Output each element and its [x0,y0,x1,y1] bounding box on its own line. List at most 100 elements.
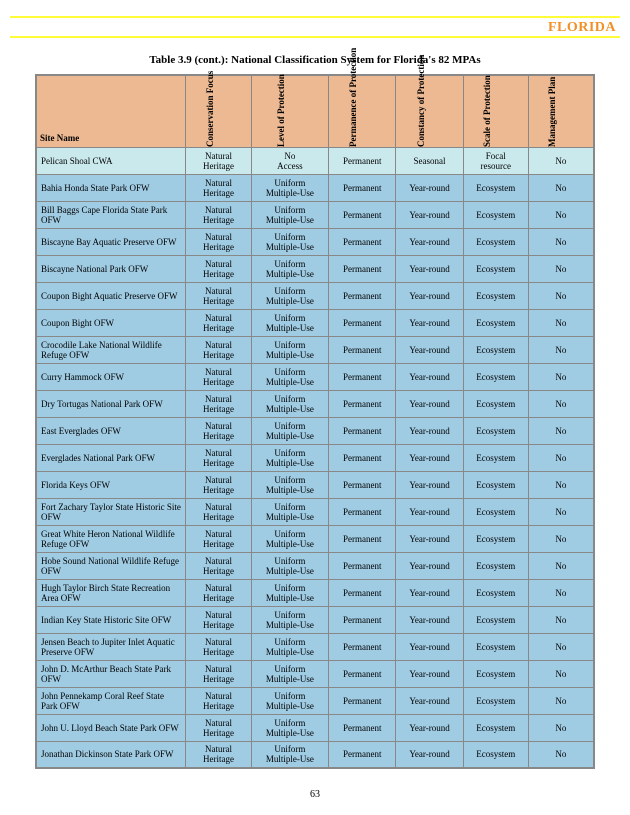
table-cell: Fort Zachary Taylor State Historic Site … [36,498,186,525]
table-row: Hobe Sound National Wildlife Refuge OFWN… [36,552,594,579]
table-cell: NaturalHeritage [186,498,251,525]
table-row: Curry Hammock OFWNaturalHeritageUniformM… [36,363,594,390]
table-row: Biscayne National Park OFWNaturalHeritag… [36,255,594,282]
column-header: Level of Protection [251,75,329,147]
table-cell: UniformMultiple-Use [251,390,329,417]
table-cell: Hobe Sound National Wildlife Refuge OFW [36,552,186,579]
table-cell: Permanent [329,147,396,174]
table-row: Coupon Bight Aquatic Preserve OFWNatural… [36,282,594,309]
table-cell: NaturalHeritage [186,147,251,174]
table-cell: John D. McArthur Beach State Park OFW [36,660,186,687]
table-cell: Permanent [329,417,396,444]
table-row: East Everglades OFWNaturalHeritageUnifor… [36,417,594,444]
table-cell: No [528,417,594,444]
table-row: Bahia Honda State Park OFWNaturalHeritag… [36,174,594,201]
table-cell: NaturalHeritage [186,228,251,255]
table-cell: Ecosystem [463,633,528,660]
table-cell: UniformMultiple-Use [251,363,329,390]
table-cell: Permanent [329,606,396,633]
table-cell: NaturalHeritage [186,741,251,768]
table-row: Jonathan Dickinson State Park OFWNatural… [36,741,594,768]
table-cell: No [528,282,594,309]
table-cell: Year-round [396,255,463,282]
table-cell: UniformMultiple-Use [251,552,329,579]
table-cell: No [528,390,594,417]
table-cell: UniformMultiple-Use [251,309,329,336]
table-cell: Ecosystem [463,714,528,741]
table-row: Great White Heron National Wildlife Refu… [36,525,594,552]
table-cell: NaturalHeritage [186,282,251,309]
table-cell: Year-round [396,606,463,633]
table-cell: Year-round [396,417,463,444]
table-cell: Ecosystem [463,201,528,228]
table-cell: Year-round [396,174,463,201]
table-cell: Crocodile Lake National Wildlife Refuge … [36,336,186,363]
table-cell: UniformMultiple-Use [251,282,329,309]
table-cell: Permanent [329,174,396,201]
table-cell: Permanent [329,363,396,390]
table-cell: NaturalHeritage [186,174,251,201]
table-cell: No [528,552,594,579]
table-cell: Year-round [396,525,463,552]
table-cell: Permanent [329,741,396,768]
column-header: Permanence of Protection [329,75,396,147]
table-cell: Permanent [329,714,396,741]
table-row: Jensen Beach to Jupiter Inlet Aquatic Pr… [36,633,594,660]
table-container: Site NameConservation FocusLevel of Prot… [35,74,595,769]
table-cell: Ecosystem [463,660,528,687]
table-cell: Year-round [396,390,463,417]
table-cell: Ecosystem [463,174,528,201]
table-cell: No [528,228,594,255]
table-cell: NaturalHeritage [186,687,251,714]
table-cell: East Everglades OFW [36,417,186,444]
table-cell: NaturalHeritage [186,444,251,471]
mpa-table: Site NameConservation FocusLevel of Prot… [35,74,595,769]
table-cell: UniformMultiple-Use [251,687,329,714]
table-cell: UniformMultiple-Use [251,471,329,498]
table-cell: UniformMultiple-Use [251,444,329,471]
table-cell: UniformMultiple-Use [251,606,329,633]
table-cell: Seasonal [396,147,463,174]
page-header: FLORIDA [10,16,620,40]
table-cell: NaturalHeritage [186,417,251,444]
table-cell: Pelican Shoal CWA [36,147,186,174]
table-cell: Permanent [329,336,396,363]
table-cell: NaturalHeritage [186,660,251,687]
table-cell: UniformMultiple-Use [251,579,329,606]
table-cell: Permanent [329,660,396,687]
table-cell: Ecosystem [463,579,528,606]
table-cell: Permanent [329,498,396,525]
table-cell: NaturalHeritage [186,552,251,579]
table-cell: Year-round [396,363,463,390]
table-cell: Florida Keys OFW [36,471,186,498]
table-cell: Jonathan Dickinson State Park OFW [36,741,186,768]
table-cell: No [528,687,594,714]
table-cell: Hugh Taylor Birch State Recreation Area … [36,579,186,606]
table-cell: Permanent [329,471,396,498]
column-header: Constancy of Protection [396,75,463,147]
table-cell: Permanent [329,309,396,336]
rule-line [10,36,620,38]
table-cell: Year-round [396,741,463,768]
table-cell: Permanent [329,228,396,255]
table-cell: Year-round [396,714,463,741]
table-cell: Year-round [396,633,463,660]
table-cell: UniformMultiple-Use [251,201,329,228]
table-cell: No [528,471,594,498]
table-row: Crocodile Lake National Wildlife Refuge … [36,336,594,363]
table-cell: UniformMultiple-Use [251,633,329,660]
table-cell: Ecosystem [463,687,528,714]
table-cell: NaturalHeritage [186,471,251,498]
table-cell: No [528,525,594,552]
column-header: Site Name [36,75,186,147]
table-row: Biscayne Bay Aquatic Preserve OFWNatural… [36,228,594,255]
table-cell: Ecosystem [463,336,528,363]
table-cell: No [528,336,594,363]
table-cell: UniformMultiple-Use [251,741,329,768]
table-cell: Biscayne Bay Aquatic Preserve OFW [36,228,186,255]
table-cell: NaturalHeritage [186,363,251,390]
table-cell: Indian Key State Historic Site OFW [36,606,186,633]
table-cell: Ecosystem [463,471,528,498]
table-cell: Year-round [396,579,463,606]
table-cell: Year-round [396,309,463,336]
